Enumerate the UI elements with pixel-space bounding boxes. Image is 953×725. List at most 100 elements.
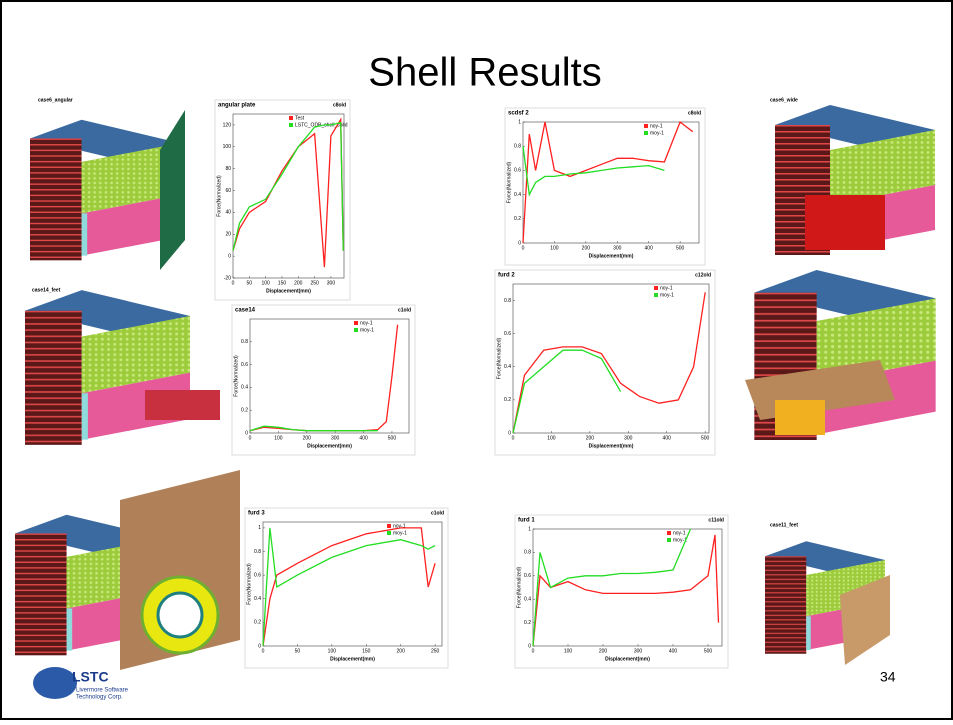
chart-tag: c8old	[688, 110, 701, 116]
plot-frame	[512, 283, 710, 434]
legend-label: noy-1	[393, 523, 406, 529]
impactor	[840, 575, 890, 665]
y-tick-label: 0.6	[504, 331, 511, 337]
legend-swatch	[289, 116, 293, 120]
legend-swatch	[667, 538, 671, 542]
legend-swatch	[667, 531, 671, 535]
chart-background	[514, 514, 729, 669]
legend-swatch	[644, 124, 648, 128]
x-tick-label: 150	[278, 280, 287, 286]
x-axis-label: Displacement(mm)	[266, 288, 311, 294]
legend-swatch	[289, 123, 293, 127]
x-tick-label: 300	[634, 648, 643, 654]
y-tick-label: 0.8	[241, 339, 248, 345]
y-tick-label: -20	[224, 275, 231, 281]
x-axis-label: Displacement(mm)	[589, 253, 634, 259]
y-tick-label: 60	[225, 188, 231, 194]
y-tick-label: 0.6	[241, 362, 248, 368]
x-tick-label: 500	[701, 435, 710, 441]
x-tick-label: 0	[262, 648, 265, 654]
y-tick-label: 1	[528, 526, 531, 532]
y-tick-label: 120	[223, 122, 232, 128]
series-line	[232, 121, 344, 251]
logo-line: Livermore Software	[76, 688, 129, 694]
plot-frame	[262, 521, 443, 647]
y-tick-label: 0.6	[254, 572, 261, 578]
page-number: 34	[880, 669, 896, 685]
chart-tag: c8old	[333, 102, 346, 108]
x-tick-label: 200	[303, 435, 312, 441]
chart-background	[214, 99, 351, 301]
slide-title: Shell Results	[368, 51, 601, 95]
legend-label: noy-1	[660, 285, 673, 291]
x-tick-label: 250	[431, 648, 440, 654]
legend-label: moy-1	[660, 292, 674, 298]
series-line	[512, 292, 706, 434]
series-line	[532, 528, 692, 647]
chart-title: furd 2	[498, 273, 515, 279]
legend-label: Test	[295, 115, 305, 121]
series-line	[262, 527, 436, 647]
series-line	[512, 349, 622, 434]
x-tick-label: 200	[582, 245, 591, 251]
y-tick-label: 0	[258, 643, 261, 649]
legend-label: moy-1	[673, 537, 687, 543]
chart-title: furd 3	[248, 511, 265, 517]
legend-label: noy-1	[360, 320, 373, 326]
y-axis-label: Force(Normalized)	[506, 161, 512, 203]
model-label: case6_angular	[38, 97, 73, 103]
y-axis-label: Force(Normalized)	[216, 175, 222, 217]
y-tick-label: 0.2	[254, 620, 261, 626]
series-line	[522, 120, 694, 244]
x-tick-label: 300	[331, 435, 340, 441]
y-tick-label: 0	[508, 430, 511, 436]
y-tick-label: 1	[518, 119, 521, 125]
legend-swatch	[387, 524, 391, 528]
x-tick-label: 400	[359, 435, 368, 441]
y-tick-label: 0	[528, 643, 531, 649]
impactor	[805, 195, 885, 250]
impactor	[145, 390, 220, 420]
x-tick-label: 0	[522, 245, 525, 251]
x-tick-label: 300	[327, 280, 336, 286]
plot-frame	[232, 113, 345, 279]
x-tick-label: 0	[512, 435, 515, 441]
legend-swatch	[387, 531, 391, 535]
plate	[160, 110, 185, 270]
y-tick-label: 0.4	[514, 192, 521, 198]
x-tick-label: 400	[645, 245, 654, 251]
y-tick-label: 0.2	[241, 408, 248, 414]
legend-swatch	[654, 286, 658, 290]
x-tick-label: 200	[599, 648, 608, 654]
y-axis-label: Force(Normalized)	[516, 566, 522, 608]
logo-name: LSTC	[72, 669, 109, 685]
y-tick-label: 0.6	[514, 168, 521, 174]
chart-title: case14	[235, 308, 256, 314]
chart-tag: c1old	[431, 510, 444, 516]
x-tick-label: 200	[294, 280, 303, 286]
x-tick-label: 150	[362, 648, 371, 654]
x-tick-label: 400	[663, 435, 672, 441]
x-tick-label: 500	[676, 245, 685, 251]
model-label: case11_feet	[770, 522, 798, 528]
y-tick-label: 0.2	[504, 397, 511, 403]
series-line	[522, 146, 665, 197]
legend-swatch	[644, 131, 648, 135]
chart-tag: c11old	[708, 517, 724, 523]
logo-line: Technology Corp.	[76, 695, 123, 701]
legend-swatch	[354, 321, 358, 325]
legend-label: moy-1	[650, 130, 664, 136]
y-tick-label: 0.6	[524, 573, 531, 579]
x-tick-label: 100	[564, 648, 573, 654]
legend-label: noy-1	[650, 123, 663, 129]
y-tick-label: 40	[225, 210, 231, 216]
y-tick-label: 0.8	[524, 550, 531, 556]
plot-frame	[532, 528, 723, 647]
x-tick-label: 300	[624, 435, 633, 441]
y-tick-label: 0.4	[241, 385, 248, 391]
y-tick-label: 0.4	[524, 597, 531, 603]
x-axis-label: Displacement(mm)	[330, 656, 375, 662]
legend-label: noy-1	[673, 530, 686, 536]
x-tick-label: 0	[249, 435, 252, 441]
x-tick-label: 50	[295, 648, 301, 654]
